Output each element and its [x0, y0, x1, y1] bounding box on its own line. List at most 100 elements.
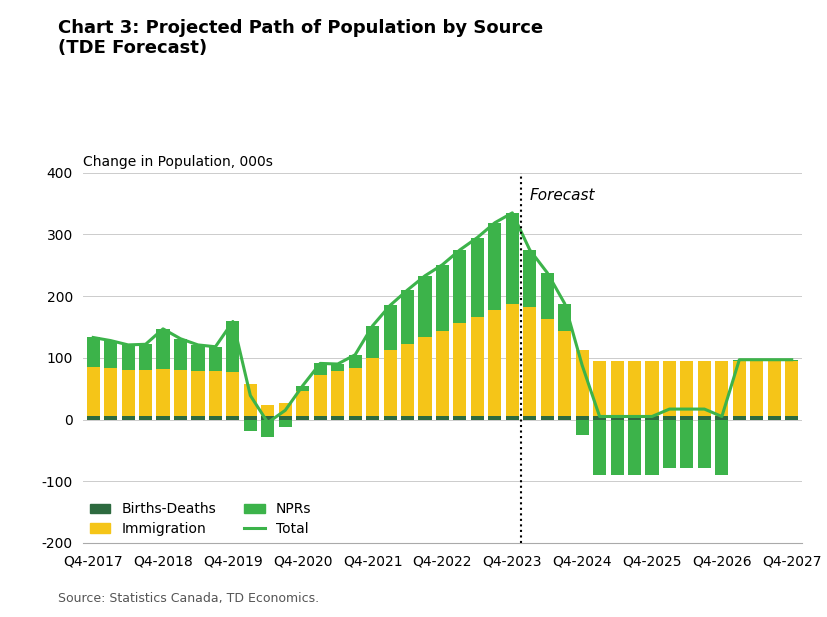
- Bar: [488, 310, 501, 416]
- Bar: [523, 250, 537, 307]
- Legend: Births-Deaths, Immigration, NPRs, Total: Births-Deaths, Immigration, NPRs, Total: [89, 502, 312, 536]
- Bar: [698, 420, 711, 468]
- Bar: [418, 337, 432, 416]
- Bar: [488, 223, 501, 310]
- Bar: [750, 360, 763, 361]
- Bar: [331, 416, 344, 420]
- Bar: [261, 405, 275, 416]
- Bar: [506, 416, 519, 420]
- Bar: [471, 416, 484, 420]
- Bar: [610, 416, 624, 420]
- Bar: [87, 367, 100, 416]
- Bar: [698, 416, 711, 420]
- Bar: [541, 273, 554, 319]
- Bar: [593, 416, 606, 420]
- Bar: [558, 416, 571, 420]
- Bar: [122, 345, 135, 370]
- Bar: [174, 339, 187, 370]
- Bar: [645, 361, 658, 416]
- Bar: [227, 372, 240, 416]
- Bar: [366, 358, 379, 416]
- Bar: [628, 361, 641, 416]
- Bar: [576, 416, 589, 420]
- Bar: [471, 317, 484, 416]
- Bar: [715, 416, 729, 420]
- Bar: [541, 319, 554, 416]
- Bar: [296, 416, 309, 420]
- Bar: [453, 323, 466, 416]
- Text: Forecast: Forecast: [530, 188, 595, 203]
- Bar: [331, 364, 344, 371]
- Bar: [139, 416, 152, 420]
- Bar: [453, 250, 466, 323]
- Bar: [401, 344, 414, 416]
- Bar: [750, 416, 763, 420]
- Bar: [139, 344, 152, 370]
- Bar: [331, 371, 344, 416]
- Text: Source: Statistics Canada, TD Economics.: Source: Statistics Canada, TD Economics.: [58, 592, 319, 605]
- Bar: [401, 416, 414, 420]
- Bar: [767, 360, 781, 361]
- Bar: [558, 304, 571, 331]
- Bar: [663, 420, 676, 468]
- Bar: [681, 416, 694, 420]
- Bar: [698, 361, 711, 416]
- Bar: [663, 361, 676, 416]
- Bar: [610, 361, 624, 416]
- Bar: [715, 420, 729, 475]
- Bar: [681, 361, 694, 416]
- Bar: [523, 307, 537, 416]
- Bar: [471, 238, 484, 317]
- Bar: [244, 416, 257, 420]
- Bar: [227, 321, 240, 372]
- Bar: [384, 305, 397, 350]
- Bar: [313, 416, 327, 420]
- Bar: [209, 416, 222, 420]
- Bar: [156, 416, 170, 420]
- Bar: [279, 403, 292, 416]
- Bar: [523, 416, 537, 420]
- Text: Chart 3: Projected Path of Population by Source
(TDE Forecast): Chart 3: Projected Path of Population by…: [58, 19, 543, 57]
- Bar: [488, 416, 501, 420]
- Bar: [279, 416, 292, 420]
- Bar: [418, 416, 432, 420]
- Bar: [453, 416, 466, 420]
- Bar: [348, 355, 361, 368]
- Bar: [384, 416, 397, 420]
- Bar: [733, 416, 746, 420]
- Bar: [418, 276, 432, 337]
- Bar: [506, 213, 519, 304]
- Bar: [261, 416, 275, 420]
- Bar: [191, 416, 204, 420]
- Bar: [227, 416, 240, 420]
- Bar: [104, 341, 117, 368]
- Bar: [506, 304, 519, 416]
- Bar: [733, 360, 746, 361]
- Bar: [715, 361, 729, 416]
- Bar: [156, 329, 170, 369]
- Bar: [279, 420, 292, 427]
- Bar: [628, 420, 641, 475]
- Bar: [191, 345, 204, 371]
- Text: Change in Population, 000s: Change in Population, 000s: [83, 155, 273, 169]
- Bar: [244, 420, 257, 431]
- Bar: [645, 416, 658, 420]
- Bar: [436, 416, 449, 420]
- Bar: [313, 363, 327, 375]
- Bar: [436, 331, 449, 416]
- Bar: [593, 420, 606, 475]
- Bar: [174, 370, 187, 416]
- Bar: [209, 347, 222, 371]
- Bar: [663, 416, 676, 420]
- Bar: [366, 326, 379, 358]
- Bar: [348, 416, 361, 420]
- Bar: [348, 368, 361, 416]
- Bar: [296, 391, 309, 416]
- Bar: [610, 420, 624, 475]
- Bar: [767, 416, 781, 420]
- Bar: [122, 416, 135, 420]
- Bar: [785, 360, 798, 361]
- Bar: [401, 290, 414, 344]
- Bar: [576, 350, 589, 416]
- Bar: [436, 265, 449, 331]
